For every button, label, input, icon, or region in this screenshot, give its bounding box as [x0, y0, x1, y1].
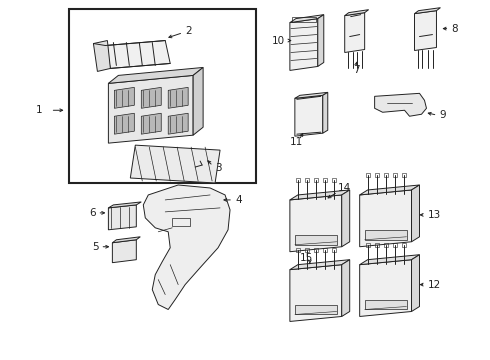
Polygon shape	[295, 92, 328, 98]
Bar	[172, 218, 190, 226]
Polygon shape	[141, 87, 161, 108]
Text: 12: 12	[427, 280, 441, 289]
Polygon shape	[112, 240, 136, 263]
Bar	[69, 9, 256, 183]
Bar	[401, 243, 406, 247]
Polygon shape	[114, 87, 134, 108]
Polygon shape	[412, 185, 419, 242]
Polygon shape	[114, 113, 134, 134]
Bar	[314, 248, 318, 252]
Text: 13: 13	[427, 210, 441, 220]
Polygon shape	[290, 19, 318, 71]
Text: 6: 6	[89, 208, 96, 218]
Bar	[375, 173, 379, 177]
Polygon shape	[345, 10, 368, 15]
Text: 5: 5	[92, 242, 98, 252]
Bar	[365, 230, 407, 240]
Polygon shape	[360, 185, 419, 195]
Polygon shape	[108, 205, 136, 230]
Bar	[305, 248, 309, 252]
Text: 9: 9	[440, 110, 446, 120]
Polygon shape	[342, 260, 350, 316]
Polygon shape	[295, 95, 323, 136]
Polygon shape	[193, 67, 203, 135]
Polygon shape	[290, 190, 350, 200]
Polygon shape	[290, 265, 342, 321]
Polygon shape	[108, 67, 203, 84]
Text: 11: 11	[290, 137, 303, 147]
Bar	[392, 173, 396, 177]
Bar	[314, 178, 318, 182]
Bar	[392, 243, 396, 247]
Polygon shape	[412, 255, 419, 311]
Bar	[332, 248, 336, 252]
Bar	[366, 243, 369, 247]
Polygon shape	[323, 92, 328, 133]
Text: 14: 14	[338, 183, 351, 193]
Polygon shape	[105, 41, 170, 68]
Polygon shape	[168, 87, 188, 108]
Polygon shape	[290, 195, 342, 252]
Bar	[323, 248, 327, 252]
Bar	[305, 178, 309, 182]
Polygon shape	[141, 113, 161, 134]
Bar	[296, 248, 300, 252]
Polygon shape	[108, 75, 193, 143]
Bar	[366, 173, 369, 177]
Bar	[332, 178, 336, 182]
Text: 7: 7	[353, 66, 359, 76]
Polygon shape	[94, 41, 110, 71]
Polygon shape	[360, 255, 419, 265]
Polygon shape	[112, 237, 140, 243]
Polygon shape	[342, 190, 350, 247]
Bar	[365, 300, 407, 310]
Bar	[295, 305, 337, 315]
Bar	[401, 173, 406, 177]
Bar	[292, 17, 316, 22]
Polygon shape	[108, 202, 141, 208]
Polygon shape	[360, 260, 412, 316]
Polygon shape	[415, 8, 441, 14]
Text: 4: 4	[235, 195, 242, 205]
Polygon shape	[415, 11, 437, 50]
Bar	[384, 173, 388, 177]
Polygon shape	[168, 113, 188, 134]
Polygon shape	[290, 260, 350, 270]
Polygon shape	[130, 145, 220, 183]
Text: 10: 10	[272, 36, 285, 46]
Polygon shape	[143, 185, 230, 310]
Bar	[384, 243, 388, 247]
Polygon shape	[318, 15, 324, 67]
Text: 3: 3	[215, 163, 221, 173]
Polygon shape	[345, 13, 365, 53]
Polygon shape	[375, 93, 426, 116]
Polygon shape	[290, 15, 324, 23]
Text: 1: 1	[36, 105, 42, 115]
Bar	[295, 235, 337, 245]
Bar	[323, 178, 327, 182]
Bar	[296, 178, 300, 182]
Text: 15: 15	[300, 253, 313, 263]
Polygon shape	[360, 190, 412, 247]
Text: 8: 8	[451, 24, 458, 33]
Text: 2: 2	[185, 26, 192, 36]
Bar	[375, 243, 379, 247]
